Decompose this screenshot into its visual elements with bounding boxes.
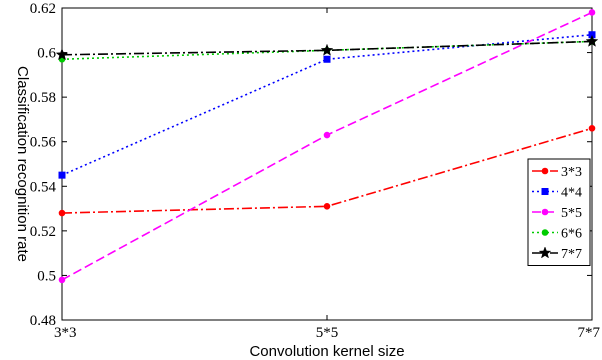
legend-swatch-marker [541,229,549,236]
legend-swatch-marker [538,246,552,259]
data-point-5x5 [323,131,331,139]
legend-item-6x6: 6*6 [532,227,582,242]
x-tick-label: 3*3 [54,325,77,341]
y-tick-label: 0.58 [30,90,56,106]
data-point-7x7 [55,48,69,61]
legend-item-3x3: 3*3 [532,165,582,180]
y-tick-label: 0.62 [30,1,56,17]
legend-swatch-marker [541,208,549,216]
x-axis-title: Convolution kernel size [249,343,404,360]
y-tick-label: 0.48 [30,313,56,329]
legend-swatch-marker [541,188,549,195]
legend-item-4x4: 4*4 [532,186,582,201]
data-point-4x4 [58,171,66,179]
legend-swatch-marker [541,167,549,175]
legend-label: 4*4 [561,186,582,201]
legend-item-7x7: 7*7 [532,246,582,262]
data-point-4x4 [323,55,331,63]
y-tick-label: 0.6 [37,46,56,62]
legend: 3*3 4*4 5*5 6*6 7*7 [527,158,591,266]
y-tick-label: 0.52 [30,224,56,240]
data-point-5x5 [588,9,596,16]
x-tick-label: 5*5 [316,325,339,341]
y-tick-label: 0.56 [30,135,57,151]
legend-label: 3*3 [561,165,582,180]
data-point-7x7 [585,34,599,47]
y-tick-label: 0.54 [30,179,57,195]
series-5x5 [58,9,596,284]
data-point-3x3 [58,209,66,217]
legend-label: 7*7 [561,247,582,262]
data-point-3x3 [323,203,331,210]
y-tick-label: 0.5 [37,268,56,284]
series-3x3 [58,125,596,217]
y-axis-title: Classification recognition rate [14,66,31,262]
data-point-7x7 [320,43,334,56]
data-point-3x3 [588,125,596,132]
series-line-4x4 [61,33,593,176]
data-point-5x5 [58,276,66,284]
plot-area-frame [61,7,593,321]
legend-item-5x5: 5*5 [532,206,582,221]
x-tick-label: 7*7 [578,325,601,341]
legend-label: 6*6 [561,227,582,242]
legend-label: 5*5 [561,206,582,221]
series-7x7 [55,34,599,61]
